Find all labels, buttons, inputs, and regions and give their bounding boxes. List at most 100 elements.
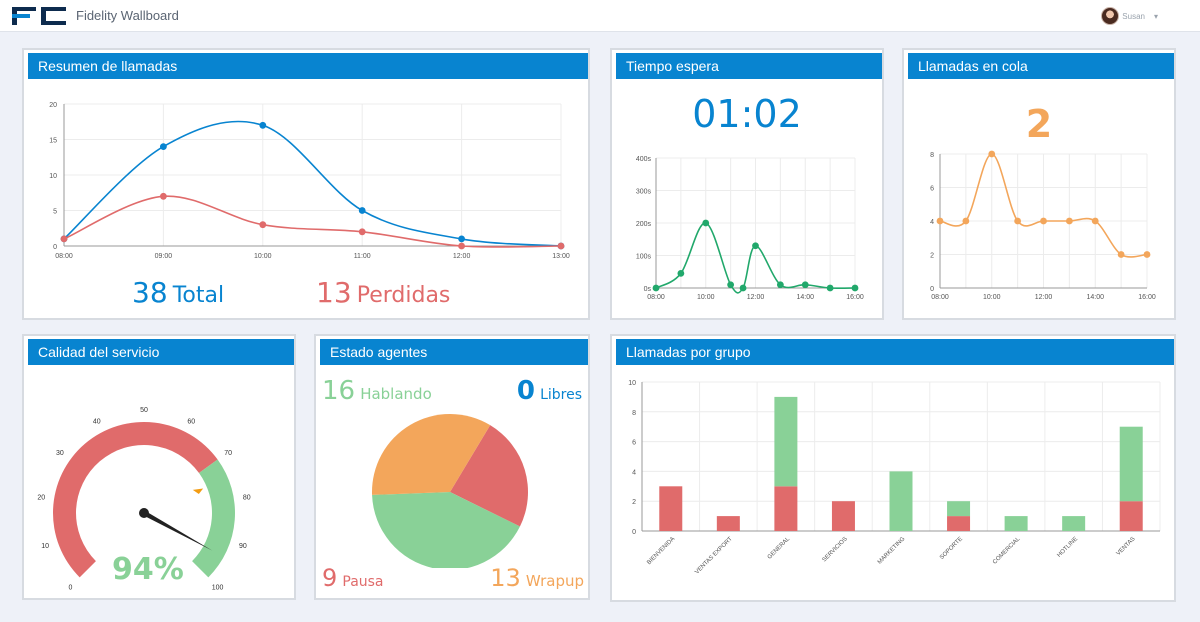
gauge-tick-label: 60: [187, 418, 195, 425]
x-tick-label: 10:00: [697, 294, 715, 301]
fidelity-logo[interactable]: [12, 7, 66, 25]
panel-title: Calidad del servicio: [28, 339, 294, 365]
calidad-gauge: 0 10 20 30 40 50 60 70 80 90 100: [37, 407, 251, 592]
y-tick-label: 4: [632, 469, 636, 476]
bar-segment: [774, 396, 798, 487]
espera-line-chart: 0s 100s 200s 300s 400s 08:00 10:00 12:00 14:00 16…: [636, 156, 864, 301]
y-tick-label: 0: [53, 244, 57, 251]
data-point: [962, 217, 970, 225]
pausa-value: 9: [322, 564, 338, 592]
bar-segment: [1004, 516, 1028, 531]
data-point: [1065, 217, 1073, 225]
y-tick-label: 300s: [636, 189, 652, 196]
user-name: Susan: [1122, 11, 1145, 21]
data-point: [1091, 217, 1099, 225]
panel-resumen-llamadas: Resumen de llamadas 0 5 10 15 20 08:00 09:00 10…: [22, 48, 590, 320]
gauge-pivot: [139, 508, 149, 518]
x-tick-label: SOPORTE: [939, 536, 964, 561]
data-point: [851, 284, 859, 292]
perdidas-value: 13: [316, 276, 352, 309]
gauge-band: [192, 459, 235, 578]
grupo-bar-chart: 0 2 4 6 8 10 BIENVENIDA VENTAS EXPORT GENERAL SER…: [628, 380, 1161, 576]
app-title: Fidelity Wallboard: [76, 8, 179, 23]
data-point: [1040, 217, 1047, 225]
y-tick-label: 100s: [636, 254, 652, 261]
data-point: [358, 207, 366, 214]
y-tick-label: 200s: [636, 221, 652, 228]
data-point: [1143, 251, 1151, 258]
user-menu[interactable]: Susan ▾: [1101, 6, 1158, 26]
gauge-tick-label: 40: [93, 418, 101, 425]
panel-title: Llamadas en cola: [908, 53, 1174, 79]
libres-label: Libres: [540, 387, 582, 403]
data-point: [727, 281, 735, 289]
resumen-line-chart: 0 5 10 15 20 08:00 09:00 10:00 11:00 12:00 13:00: [49, 102, 570, 260]
libres-stat: 0 Libres: [517, 376, 582, 406]
wrapup-label: Wrapup: [525, 572, 584, 590]
pausa-label: Pausa: [342, 574, 384, 590]
data-point: [557, 242, 565, 250]
data-point: [160, 192, 167, 200]
x-tick-label: 16:00: [846, 294, 864, 301]
wrapup-stat: 13 Wrapup: [490, 564, 584, 592]
espera-value: 01:02: [692, 92, 802, 136]
hablando-value: 16: [322, 376, 356, 406]
y-tick-label: 20: [49, 102, 57, 109]
y-tick-label: 8: [930, 152, 934, 159]
data-point: [801, 281, 809, 289]
bar-segment: [889, 471, 913, 531]
x-tick-label: HOTLINE: [1056, 536, 1079, 559]
y-tick-label: 10: [628, 380, 636, 387]
gauge-tick-label: 80: [243, 495, 251, 502]
bar-segment: [1119, 426, 1143, 502]
gauge-tick-label: 20: [37, 495, 45, 502]
bar-segment: [716, 516, 740, 531]
y-tick-label: 2: [930, 253, 934, 260]
data-point: [988, 150, 996, 158]
x-tick-label: 12:00: [747, 294, 765, 301]
hablando-label: Hablando: [360, 385, 432, 403]
x-tick-label: 10:00: [983, 294, 1001, 301]
gauge-tick-label: 30: [56, 450, 64, 457]
x-tick-label: 12:00: [453, 253, 471, 260]
x-tick-label: 08:00: [55, 253, 73, 260]
data-point: [936, 217, 944, 225]
cola-value: 2: [1025, 102, 1053, 146]
bar-segment: [659, 486, 683, 531]
y-tick-label: 2: [632, 499, 636, 506]
panel-title: Llamadas por grupo: [616, 339, 1174, 365]
pausa-stat: 9 Pausa: [322, 564, 384, 592]
y-tick-label: 15: [49, 138, 57, 145]
data-point: [1014, 217, 1022, 225]
panel-llamadas-grupo: Llamadas por grupo 0 2 4 6 8 10 BIENVENIDA VENT…: [610, 334, 1176, 602]
agentes-pie-chart: [372, 414, 528, 568]
x-tick-label: VENTAS: [1116, 536, 1137, 557]
gauge-tick-label: 90: [239, 543, 247, 550]
x-tick-label: MARKETING: [877, 536, 907, 566]
avatar: [1101, 7, 1120, 25]
y-tick-label: 0s: [644, 286, 652, 293]
series-line: [63, 195, 562, 248]
x-tick-label: 08:00: [647, 294, 665, 301]
gauge-tick-label: 0: [69, 585, 73, 592]
y-tick-label: 10: [49, 173, 57, 180]
perdidas-label: Perdidas: [356, 283, 451, 308]
panel-title: Resumen de llamadas: [28, 53, 588, 79]
x-tick-label: 14:00: [796, 294, 814, 301]
panel-calidad-servicio: Calidad del servicio 0 10 20 30 40 50 60 70 80 90…: [22, 334, 296, 600]
perdidas-summary: 13 Perdidas: [316, 276, 450, 309]
bar-segment: [947, 516, 971, 531]
data-point: [702, 219, 710, 227]
data-point: [1117, 251, 1125, 258]
y-tick-label: 4: [930, 219, 934, 226]
data-point: [458, 235, 465, 243]
data-point: [358, 228, 366, 236]
data-point: [826, 284, 834, 292]
gauge-band: [53, 422, 218, 578]
data-point: [739, 284, 747, 292]
gauge-tick-label: 100: [212, 585, 224, 592]
data-point: [259, 221, 267, 229]
data-point: [160, 143, 167, 150]
y-tick-label: 0: [930, 286, 934, 293]
data-point: [60, 235, 68, 243]
